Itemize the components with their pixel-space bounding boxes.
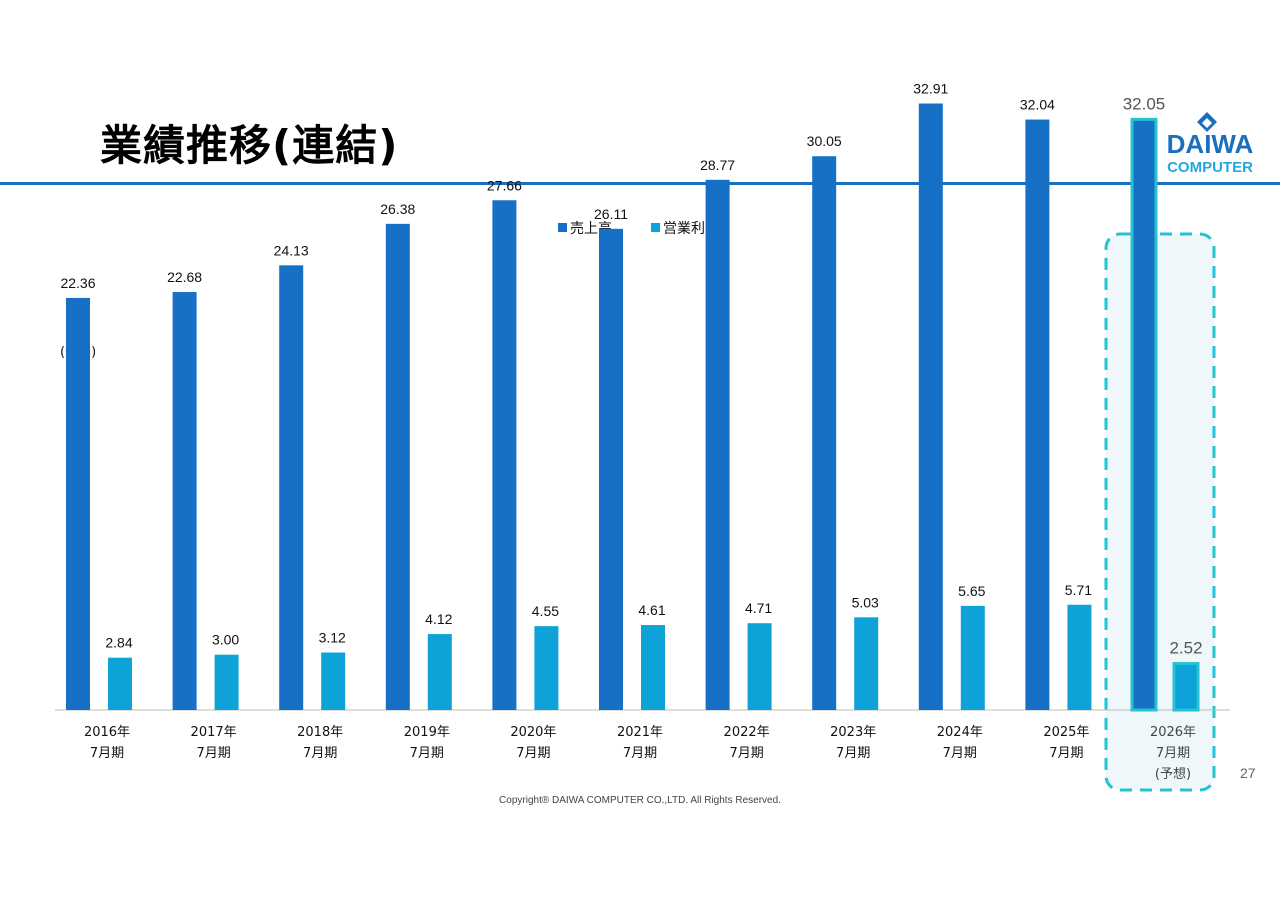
bar-profit — [534, 626, 559, 710]
data-label-profit: 3.12 — [319, 630, 346, 646]
data-label-sales: 26.38 — [380, 201, 415, 217]
data-label-sales: 30.05 — [807, 133, 842, 149]
bar-sales — [918, 103, 943, 710]
bar-profit — [1172, 662, 1200, 712]
x-tick-label: 2022年 — [724, 725, 770, 740]
bar-profit — [214, 654, 239, 710]
bar-profit — [747, 623, 772, 710]
x-tick-label: 2020年 — [510, 725, 556, 740]
bar-sales — [705, 179, 730, 710]
data-label-sales: 22.36 — [60, 275, 95, 291]
bar-profit — [321, 652, 346, 710]
data-label-sales: 27.66 — [487, 177, 522, 193]
data-label-profit: 3.00 — [212, 632, 239, 648]
data-label-profit: 4.61 — [638, 602, 665, 618]
x-tick-label: 7月期 — [196, 746, 230, 761]
legend-label-profit: 営業利益 — [663, 221, 719, 237]
bar-sales — [385, 223, 410, 710]
x-tick-label: 7月期 — [1156, 746, 1190, 761]
x-tick-label: 2018年 — [297, 725, 343, 740]
data-label-profit: 4.55 — [532, 603, 559, 619]
bar-profit — [108, 657, 132, 710]
bar-sales — [172, 292, 197, 710]
bar-profit — [960, 605, 985, 710]
bar-sales — [492, 200, 517, 710]
bar-profit — [1067, 604, 1092, 710]
data-label-profit: 2.84 — [105, 635, 132, 651]
x-tick-label: 2019年 — [404, 725, 450, 740]
copyright-text: Copyright® DAIWA COMPUTER CO.,LTD. All R… — [499, 795, 781, 806]
x-tick-label: 2025年 — [1043, 725, 1089, 740]
x-tick-label: (予想) — [1155, 766, 1191, 782]
bar-sales — [812, 156, 837, 710]
daiwa-computer-logo: DAIWA COMPUTER — [1167, 112, 1254, 176]
legend-swatch-sales — [558, 223, 567, 232]
data-label-sales: 28.77 — [700, 157, 735, 173]
x-tick-label: 7月期 — [836, 746, 870, 761]
bar-profit — [854, 617, 879, 710]
x-tick-label: 7月期 — [90, 746, 124, 761]
data-label-profit: 4.12 — [425, 611, 452, 627]
page-number: 27 — [1240, 765, 1256, 781]
bar-profit — [641, 625, 665, 710]
bar-sales — [1130, 117, 1158, 712]
header-rule — [0, 182, 1280, 185]
logo-line2: COMPUTER — [1167, 159, 1253, 176]
data-label-sales: 24.13 — [274, 242, 309, 258]
x-tick-label: 2026年 — [1150, 725, 1196, 740]
data-label-profit: 5.03 — [852, 594, 879, 610]
legend-swatch-profit — [651, 223, 660, 232]
data-label-profit: 5.71 — [1065, 582, 1092, 598]
x-tick-label: 7月期 — [516, 746, 550, 761]
x-tick-label: 7月期 — [1049, 746, 1083, 761]
x-tick-label: 2017年 — [191, 725, 237, 740]
x-tick-label: 7月期 — [943, 746, 977, 761]
x-tick-label: 7月期 — [729, 746, 763, 761]
data-label-sales: 32.91 — [913, 81, 948, 97]
page-title: 業績推移(連結) — [100, 121, 399, 170]
x-tick-label: 7月期 — [410, 746, 444, 761]
data-label-profit: 2.52 — [1169, 639, 1202, 658]
data-label-sales: 32.05 — [1123, 94, 1166, 113]
bar-profit — [427, 634, 452, 710]
bar-sales — [599, 228, 623, 710]
x-tick-label: 7月期 — [623, 746, 657, 761]
data-label-profit: 4.71 — [745, 600, 772, 616]
bar-sales — [1025, 119, 1050, 710]
x-tick-label: 7月期 — [303, 746, 337, 761]
data-label-sales: 26.11 — [594, 206, 628, 222]
x-tick-label: 2024年 — [937, 725, 983, 740]
data-label-sales: 32.04 — [1020, 97, 1055, 113]
bar-sales — [279, 265, 304, 710]
bar-sales — [66, 297, 90, 710]
x-tick-label: 2021年 — [617, 725, 663, 740]
logo-line1: DAIWA — [1167, 129, 1254, 159]
x-tick-label: 2016年 — [84, 725, 130, 740]
data-label-sales: 22.68 — [167, 269, 202, 285]
data-label-profit: 5.65 — [958, 583, 985, 599]
x-tick-label: 2023年 — [830, 725, 876, 740]
